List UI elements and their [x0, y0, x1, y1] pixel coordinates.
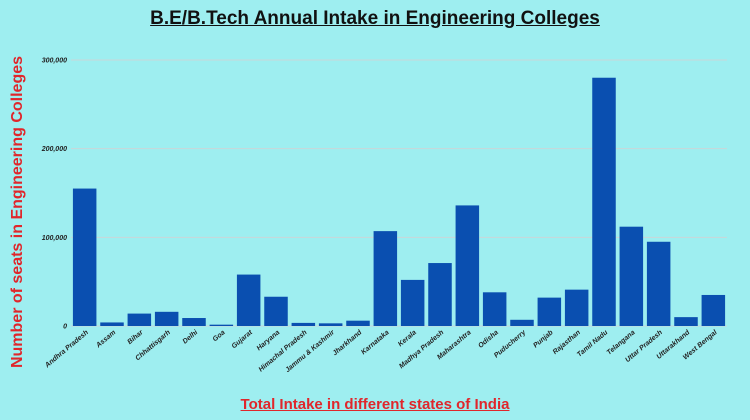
x-tick-label: Andhra Pradesh	[43, 329, 90, 370]
bar-andhra-pradesh	[72, 188, 97, 326]
bar-madhya-pradesh	[428, 263, 452, 326]
bar-rajasthan	[564, 289, 589, 326]
x-tick-label: Bihar	[126, 328, 145, 346]
y-tick-label: 100,000	[42, 235, 67, 242]
bar-chhattisgarh	[154, 311, 179, 326]
bar-maharashtra	[455, 205, 480, 326]
y-tick-label: 300,000	[42, 58, 67, 65]
bar-uttarakhand	[674, 317, 698, 326]
bar-tamil-nadu	[592, 77, 616, 326]
x-tick-label: Odisha	[477, 329, 500, 350]
x-tick-label: Delhi	[182, 328, 200, 345]
bar-kerala	[400, 279, 425, 326]
x-tick-label: Jammu & Kashmir	[284, 328, 337, 374]
bar-karnataka	[373, 231, 398, 326]
y-tick-label: 200,000	[41, 146, 67, 153]
bar-bihar	[127, 313, 152, 326]
bar-delhi	[182, 318, 206, 326]
bar-jammu-kashmir	[318, 323, 343, 326]
x-tick-label: Assam	[94, 329, 117, 350]
x-tick-label: Tamil Nadu	[576, 329, 610, 359]
bar-puducherry	[510, 319, 534, 326]
bar-uttar-pradesh	[646, 241, 671, 326]
x-tick-label: Punjab	[532, 329, 555, 350]
bar-west-bengal	[701, 294, 726, 326]
y-tick-label: 0	[63, 324, 67, 331]
x-tick-label: Jharkhand	[332, 329, 364, 358]
bar-himachal-pradesh	[291, 322, 316, 326]
bar-punjab	[537, 297, 562, 326]
x-tick-label: Kerala	[397, 329, 418, 348]
chart-title: B.E/B.Tech Annual Intake in Engineering …	[150, 8, 600, 29]
x-axis-title: Total Intake in different states of Indi…	[240, 396, 510, 413]
x-tick-label: Himachal Pradesh	[258, 329, 309, 373]
bar-haryana	[264, 296, 288, 326]
bars	[72, 77, 726, 326]
y-tick-labels: 0 100,000 200,000 300,000	[41, 58, 67, 331]
bar-goa	[209, 324, 234, 326]
bar-assam	[100, 322, 124, 326]
bar-odisha	[482, 292, 507, 326]
x-tick-label: Karnataka	[360, 329, 391, 356]
x-tick-label: Goa	[212, 329, 227, 343]
x-tick-label: Haryana	[256, 329, 282, 352]
bar-gujarat	[236, 274, 261, 326]
bar-jharkhand	[346, 320, 370, 326]
x-tick-label: Gujarat	[231, 329, 255, 351]
bar-telangana	[619, 226, 644, 326]
gridlines	[71, 59, 727, 327]
